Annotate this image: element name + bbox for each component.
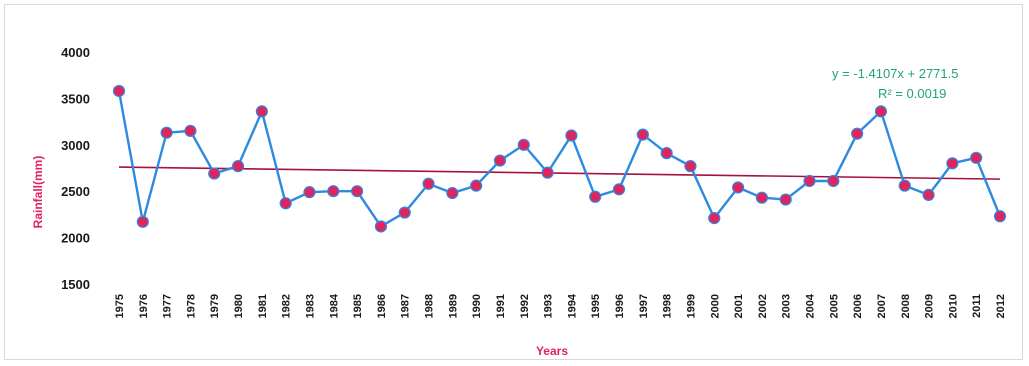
x-tick-label: 2001 <box>733 294 745 318</box>
x-tick-label: 1987 <box>400 294 412 318</box>
data-point-1990 <box>470 179 483 192</box>
data-point-1981 <box>255 105 268 118</box>
x-tick-label: 2008 <box>900 294 912 318</box>
x-tick-label: 1980 <box>233 294 245 318</box>
y-tick-label: 3000 <box>61 138 90 153</box>
y-tick-label: 2000 <box>61 231 90 246</box>
x-tick-label: 1993 <box>543 294 555 318</box>
x-tick-label: 1986 <box>376 294 388 318</box>
x-tick-label: 1988 <box>424 294 436 318</box>
x-tick-label: 1984 <box>328 293 340 318</box>
x-tick-label: 1995 <box>590 294 602 318</box>
data-point-1995 <box>589 190 602 203</box>
x-tick-label: 2000 <box>709 294 721 318</box>
data-point-1978 <box>184 124 197 137</box>
x-tick-label: 2005 <box>828 294 840 318</box>
data-point-2007 <box>874 105 888 118</box>
data-point-1975 <box>112 84 126 98</box>
data-point-markers <box>112 84 1007 233</box>
x-tick-label: 1997 <box>638 294 650 318</box>
data-point-2001 <box>731 181 745 194</box>
data-point-1982 <box>279 197 292 210</box>
x-tick-label: 1983 <box>304 294 316 318</box>
data-point-1979 <box>208 167 221 180</box>
data-point-1993 <box>541 166 554 179</box>
x-tick-label: 1981 <box>257 294 269 318</box>
y-tick-label: 2500 <box>61 184 90 199</box>
y-tick-label: 3500 <box>61 91 90 106</box>
data-point-2008 <box>898 179 911 192</box>
x-tick-label: 1998 <box>662 294 674 318</box>
x-tick-label: 2012 <box>995 294 1007 318</box>
data-point-1988 <box>422 177 435 190</box>
x-tick-label: 2010 <box>947 294 959 318</box>
data-point-1976 <box>136 215 149 228</box>
data-point-1983 <box>303 186 316 199</box>
data-point-2003 <box>779 193 792 206</box>
x-tick-label: 1975 <box>114 294 126 318</box>
x-tick-label: 1989 <box>447 294 459 318</box>
x-tick-label: 1976 <box>138 294 150 318</box>
data-point-1991 <box>493 154 507 167</box>
y-tick-label: 1500 <box>61 277 90 292</box>
y-tick-labels: 1500 2000 2500 3000 3500 4000 <box>61 45 90 292</box>
y-axis-title: Rainfall(mm) <box>31 156 45 229</box>
x-tick-label: 1992 <box>519 294 531 318</box>
data-point-2002 <box>755 191 768 204</box>
data-point-1984 <box>327 185 340 198</box>
trend-equation: y = -1.4107x + 2771.5 <box>832 66 958 81</box>
data-point-1997 <box>636 128 649 141</box>
x-tick-label: 1996 <box>614 294 626 318</box>
data-point-1985 <box>351 185 364 198</box>
rainfall-series-line <box>117 90 1002 229</box>
data-point-2009 <box>922 188 935 202</box>
chart-frame <box>4 4 1023 360</box>
data-point-1999 <box>684 160 697 173</box>
x-tick-labels: 1975 1976 1977 1978 1979 1980 1981 1982 1983 1984… <box>114 293 1007 318</box>
data-point-1989 <box>446 186 459 200</box>
data-point-2006 <box>851 127 864 140</box>
data-point-1986 <box>374 220 388 233</box>
data-point-1992 <box>517 138 530 151</box>
data-point-1987 <box>398 206 411 219</box>
x-tick-label: 2011 <box>971 294 983 318</box>
data-point-2012 <box>993 210 1007 223</box>
x-tick-label: 2003 <box>781 294 793 318</box>
x-tick-label: 1985 <box>352 294 364 318</box>
trend-line <box>118 166 1001 180</box>
x-tick-label: 1978 <box>185 294 197 318</box>
x-tick-label: 2009 <box>924 294 936 318</box>
data-point-2004 <box>803 174 816 188</box>
data-point-1977 <box>160 126 173 139</box>
data-point-2011 <box>970 151 983 164</box>
data-point-2005 <box>827 174 840 188</box>
y-tick-label: 4000 <box>61 45 90 60</box>
x-tick-label: 2004 <box>805 293 817 318</box>
x-tick-label: 1979 <box>209 294 221 318</box>
x-tick-label: 1982 <box>281 294 293 318</box>
data-point-1994 <box>565 129 578 142</box>
x-tick-label: 1990 <box>471 294 483 318</box>
data-point-1980 <box>231 160 245 173</box>
x-tick-label: 2002 <box>757 294 769 318</box>
x-tick-label: 1977 <box>162 294 174 318</box>
x-tick-label: 1991 <box>495 294 507 318</box>
trend-r-squared: R² = 0.0019 <box>878 86 946 101</box>
x-tick-label: 1999 <box>685 294 697 318</box>
x-tick-label: 2007 <box>876 294 888 318</box>
x-axis-title: Years <box>536 344 568 358</box>
data-point-2000 <box>708 212 721 225</box>
x-tick-label: 1994 <box>566 293 578 318</box>
data-point-1996 <box>612 183 626 196</box>
data-point-1998 <box>660 147 673 160</box>
data-point-2010 <box>946 157 959 170</box>
x-tick-label: 2006 <box>852 294 864 318</box>
